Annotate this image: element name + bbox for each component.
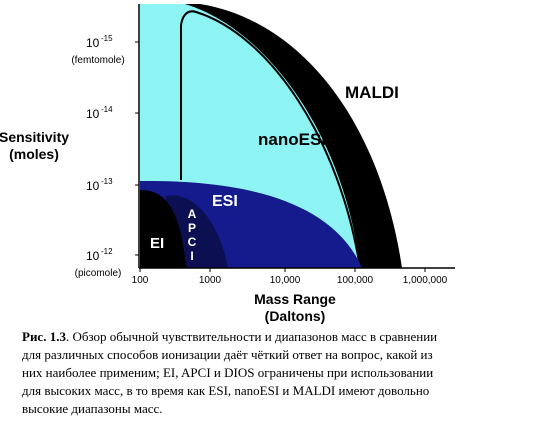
caption-label: Рис. 1.3 (22, 329, 66, 344)
region-label: P (188, 221, 196, 235)
x-axis-title: (Daltons) (265, 308, 326, 324)
y-tick-exponent: -12 (101, 247, 113, 256)
y-axis-note: (femtomole) (71, 55, 124, 66)
region-label: I (190, 249, 193, 263)
region-label: nanoESI (258, 130, 326, 149)
ei-region (140, 190, 186, 268)
nanoesi-boundary (180, 10, 361, 269)
x-tick-label: 100 (132, 275, 149, 286)
y-tick-base: 10 (86, 179, 100, 193)
y-tick-exponent: -15 (101, 34, 113, 43)
x-tick-label: 100,000 (337, 275, 374, 286)
region-label: A (188, 207, 197, 221)
caption-line: высокие диапазоны масс. (22, 401, 163, 416)
region-label: ESI (212, 193, 238, 210)
caption-line: для высоких масс, в то время как ESI, na… (22, 383, 430, 398)
caption-line: них наиболее применим; EI, APCI и DIOS о… (22, 365, 434, 380)
y-tick-base: 10 (86, 107, 100, 121)
y-tick-exponent: -13 (101, 177, 113, 186)
y-tick-base: 10 (86, 36, 100, 50)
x-tick-label: 10,000 (270, 275, 301, 286)
caption-line: для различных способов ионизации даёт чё… (22, 347, 433, 362)
y-tick-base: 10 (86, 249, 100, 263)
y-axis-title: (moles) (9, 146, 59, 162)
x-tick-label: 1,000,000 (403, 275, 448, 286)
y-axis-note: (picomole) (75, 268, 122, 279)
region-label: EI (150, 235, 164, 252)
region-label: MALDI (345, 83, 399, 102)
caption-text: . Обзор обычной чувствительности и диапа… (65, 329, 438, 344)
caption: Рис. 1.3. Обзор обычной чувствительности… (22, 328, 532, 418)
y-tick-exponent: -14 (101, 105, 113, 114)
x-tick-label: 1000 (199, 275, 222, 286)
region-label: C (188, 235, 197, 249)
x-axis-title: Mass Range (254, 291, 336, 307)
y-axis-title: Sensitivity (0, 129, 69, 145)
caption-line: Рис. 1.3. Обзор обычной чувствительности… (22, 328, 532, 346)
